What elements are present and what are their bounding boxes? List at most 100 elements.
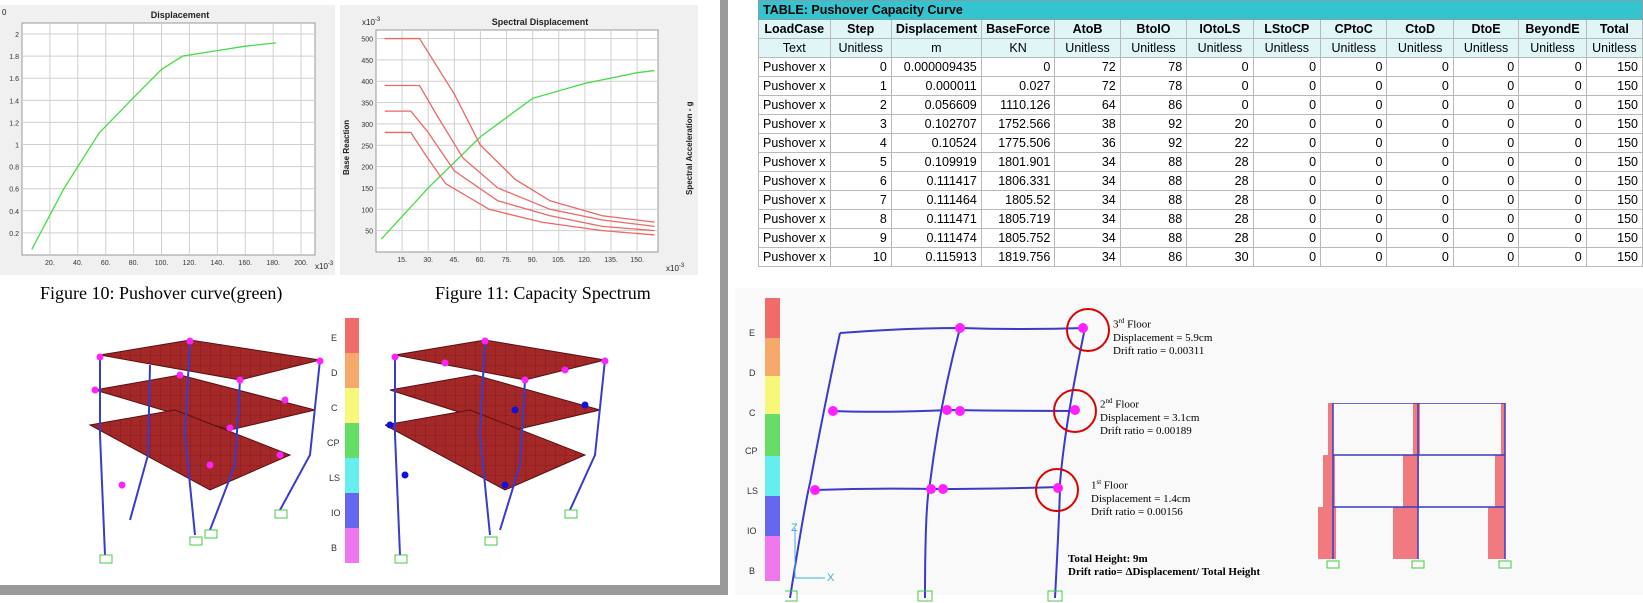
table-cell: 34: [1054, 171, 1121, 191]
table-cell: 0: [1518, 57, 1587, 77]
table-cell: 0: [1252, 209, 1322, 229]
columns: [99, 339, 321, 556]
chart-title: Spectral Displacement: [492, 17, 589, 27]
table-cell: 0: [1252, 133, 1322, 153]
table-units-row: Text Unitless m KN Unitless Unitless Unitless U…: [758, 38, 1643, 58]
table-cell: 1775.506: [980, 133, 1056, 153]
table-cell: 28: [1186, 152, 1254, 172]
y-tick-label: 350: [361, 101, 373, 108]
y-tick-label: 0.8: [9, 165, 19, 172]
table-cell: 150: [1585, 114, 1643, 134]
y-tick-label: 200: [361, 165, 373, 172]
table-row: Pushover x 3 0.102707 1752.566 38 92 20 0 0 0 0 0 15…: [758, 114, 1643, 134]
table-cell: LStoCP: [1252, 19, 1322, 39]
table-cell: 10: [829, 247, 892, 267]
x-tick-label: 150.: [630, 257, 644, 264]
table-cell: 0: [1320, 247, 1388, 267]
table-cell: 0: [1452, 247, 1520, 267]
supports: [785, 590, 1063, 602]
table-cell: 2: [829, 95, 892, 115]
table-cell: 0.000011: [890, 76, 982, 96]
table-cell: 1806.331: [980, 171, 1056, 191]
table-cell: Step: [829, 19, 892, 39]
table-cell: 0: [1518, 95, 1587, 115]
table-cell: Displacement: [890, 19, 982, 39]
x-tick-label: 90.: [528, 257, 538, 264]
table-cell: 78: [1119, 57, 1188, 77]
table-cell: 150: [1585, 209, 1643, 229]
y-tick-label: 1: [15, 143, 19, 150]
table-cell: 1805.52: [980, 190, 1056, 210]
plot-area: [375, 29, 659, 253]
table-cell: 1805.719: [980, 209, 1056, 229]
legend-label: C: [331, 403, 338, 413]
table-cell: CtoD: [1386, 19, 1454, 39]
table-cell: 0: [1518, 152, 1587, 172]
table-row: Pushover x 5 0.109919 1801.901 34 88 28 0 0 0 0 0 15…: [758, 152, 1643, 172]
supports: [99, 509, 288, 564]
roof-slab: [99, 339, 321, 381]
table-cell: LoadCase: [758, 19, 831, 39]
table-cell: Pushover x: [758, 57, 831, 77]
table-cell: Unitless: [1386, 38, 1454, 58]
table-row: Pushover x 1 0.000011 0.027 72 78 0 0 0 0 0 0 150: [758, 76, 1643, 96]
series-line: [384, 37, 655, 223]
table-cell: 0: [1186, 76, 1254, 96]
table-cell: 0: [1518, 171, 1587, 191]
table-cell: Pushover x: [758, 95, 831, 115]
y-tick-label: 250: [361, 143, 373, 150]
table-cell: 0.111471: [890, 209, 982, 229]
table-cell: 7: [829, 190, 892, 210]
table-cell: 150: [1585, 190, 1643, 210]
figure-10-caption: Figure 10: Pushover curve(green): [40, 283, 283, 303]
table-cell: 150: [1585, 228, 1643, 248]
table-cell: AtoB: [1054, 19, 1121, 39]
legend-label: IO: [331, 508, 341, 518]
table-cell: 0: [1518, 114, 1587, 134]
table-cell: 0: [829, 57, 892, 77]
table-cell: Pushover x: [758, 76, 831, 96]
table-cell: Unitless: [1518, 38, 1587, 58]
table-cell: 1805.752: [980, 228, 1056, 248]
x-tick-label: 120.: [183, 260, 197, 267]
x-tick-label: 75.: [502, 257, 512, 264]
table-cell: 150: [1585, 95, 1643, 115]
table-row: Pushover x 10 0.115913 1819.756 34 86 30 0 0 0 0 0 1…: [758, 247, 1643, 267]
table-cell: 0: [1252, 76, 1322, 96]
table-row: Pushover x 7 0.111464 1805.52 34 88 28 0 0 0 0 0 150: [758, 190, 1643, 210]
series-line: [384, 110, 655, 232]
x-tick-label: 120.: [578, 257, 592, 264]
table-cell: 0: [1386, 228, 1454, 248]
table-cell: 150: [1585, 171, 1643, 191]
table-cell: 0.109919: [890, 152, 982, 172]
table-cell: 0.111474: [890, 228, 982, 248]
x-tick-label: 135.: [604, 257, 618, 264]
x-exponent: x10-3: [666, 263, 685, 273]
series-line: [384, 131, 655, 236]
drift-profile-frame: [1318, 403, 1512, 569]
table-cell: 0: [1386, 76, 1454, 96]
supports: [1326, 560, 1512, 569]
table-cell: 0: [1320, 57, 1388, 77]
x-tick-label: 60.: [101, 260, 111, 267]
floor-1-slab: [88, 409, 292, 491]
table-cell: 92: [1119, 114, 1188, 134]
table-cell: 0: [1252, 57, 1322, 77]
table-cell: 88: [1119, 171, 1188, 191]
chart-title: Displacement: [151, 10, 210, 20]
table-cell: 92: [1119, 133, 1188, 153]
table-cell: 0.102707: [890, 114, 982, 134]
table-cell: 0: [1320, 114, 1388, 134]
table-cell: 0: [1452, 209, 1520, 229]
table-cell: 1801.901: [980, 152, 1056, 172]
table-header-row: LoadCase Step Displacement BaseForce AtoB Bto…: [758, 19, 1643, 39]
table-cell: 0: [1252, 114, 1322, 134]
table-cell: 150: [1585, 76, 1643, 96]
table-cell: 6: [829, 171, 892, 191]
frame-2d-panel: E D C CP LS IO B Z X: [735, 288, 1643, 602]
series-line: [384, 84, 655, 228]
floor-1-annotation: 1st Floor Displacement = 1.4cm Drift rat…: [1091, 478, 1191, 518]
legend-label: B: [331, 543, 338, 553]
y-tick-label: 1.6: [9, 76, 19, 83]
pushover-chart-svg: Displacement 0 x10-3 2 1.8 1.6 1.4 1.2 1 0.8 0.…: [2, 8, 334, 271]
